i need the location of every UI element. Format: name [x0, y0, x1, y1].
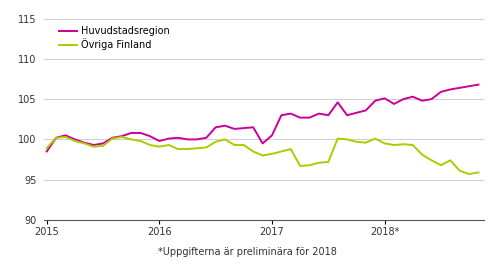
Huvudstadsregion: [260, 142, 266, 145]
Övriga Finland: [429, 159, 435, 162]
Line: Huvudstadsregion: Huvudstadsregion: [47, 85, 479, 152]
Övriga Finland: [410, 143, 416, 147]
Övriga Finland: [119, 135, 125, 139]
Övriga Finland: [457, 169, 463, 173]
Huvudstadsregion: [110, 136, 116, 139]
Huvudstadsregion: [232, 127, 238, 130]
Övriga Finland: [138, 139, 144, 143]
Huvudstadsregion: [204, 136, 209, 139]
Övriga Finland: [382, 142, 388, 145]
Övriga Finland: [448, 159, 453, 162]
Huvudstadsregion: [157, 139, 163, 143]
Huvudstadsregion: [63, 134, 69, 137]
Huvudstadsregion: [222, 124, 228, 127]
Övriga Finland: [128, 138, 134, 141]
Huvudstadsregion: [288, 112, 294, 115]
Övriga Finland: [250, 150, 256, 153]
Huvudstadsregion: [269, 134, 275, 137]
Huvudstadsregion: [279, 114, 285, 117]
Huvudstadsregion: [410, 95, 416, 98]
Huvudstadsregion: [466, 85, 472, 88]
Huvudstadsregion: [128, 131, 134, 135]
Huvudstadsregion: [326, 114, 331, 117]
Huvudstadsregion: [297, 116, 303, 119]
Övriga Finland: [147, 143, 153, 147]
Huvudstadsregion: [147, 135, 153, 138]
Huvudstadsregion: [363, 109, 369, 112]
Huvudstadsregion: [53, 136, 59, 139]
Huvudstadsregion: [419, 99, 425, 102]
Line: Övriga Finland: Övriga Finland: [47, 137, 479, 174]
Huvudstadsregion: [138, 131, 144, 135]
Övriga Finland: [53, 136, 59, 139]
Huvudstadsregion: [476, 83, 482, 86]
Övriga Finland: [91, 145, 97, 148]
Övriga Finland: [438, 164, 444, 167]
Huvudstadsregion: [429, 98, 435, 101]
Övriga Finland: [372, 137, 378, 140]
Huvudstadsregion: [241, 126, 247, 130]
Huvudstadsregion: [175, 136, 181, 139]
Huvudstadsregion: [401, 98, 407, 101]
Övriga Finland: [222, 138, 228, 141]
Övriga Finland: [44, 147, 50, 150]
Huvudstadsregion: [250, 126, 256, 129]
Huvudstadsregion: [44, 150, 50, 153]
Övriga Finland: [288, 147, 294, 151]
Huvudstadsregion: [391, 102, 397, 105]
Övriga Finland: [419, 153, 425, 156]
Övriga Finland: [82, 142, 87, 145]
Övriga Finland: [110, 137, 116, 140]
Huvudstadsregion: [344, 114, 350, 117]
Övriga Finland: [335, 137, 341, 140]
Huvudstadsregion: [316, 112, 322, 115]
Huvudstadsregion: [354, 111, 360, 114]
Övriga Finland: [269, 152, 275, 156]
Övriga Finland: [476, 171, 482, 174]
Huvudstadsregion: [82, 141, 87, 144]
Huvudstadsregion: [91, 143, 97, 147]
Legend: Huvudstadsregion, Övriga Finland: Huvudstadsregion, Övriga Finland: [58, 25, 171, 51]
Huvudstadsregion: [119, 135, 125, 138]
Övriga Finland: [297, 164, 303, 167]
Övriga Finland: [166, 143, 172, 147]
Övriga Finland: [175, 147, 181, 151]
Övriga Finland: [204, 146, 209, 149]
Övriga Finland: [194, 147, 200, 150]
Huvudstadsregion: [372, 99, 378, 102]
Huvudstadsregion: [166, 137, 172, 140]
Huvudstadsregion: [335, 101, 341, 104]
Huvudstadsregion: [448, 88, 453, 91]
Text: *Uppgifterna är preliminära för 2018: *Uppgifterna är preliminära för 2018: [158, 247, 336, 257]
Övriga Finland: [354, 140, 360, 143]
Övriga Finland: [260, 154, 266, 157]
Huvudstadsregion: [438, 90, 444, 94]
Övriga Finland: [316, 161, 322, 164]
Övriga Finland: [391, 143, 397, 147]
Huvudstadsregion: [457, 86, 463, 89]
Övriga Finland: [157, 145, 163, 148]
Huvudstadsregion: [194, 138, 200, 141]
Huvudstadsregion: [185, 138, 191, 141]
Huvudstadsregion: [307, 116, 313, 119]
Övriga Finland: [213, 140, 219, 143]
Övriga Finland: [466, 173, 472, 176]
Övriga Finland: [401, 143, 407, 146]
Övriga Finland: [344, 138, 350, 141]
Övriga Finland: [232, 143, 238, 147]
Huvudstadsregion: [213, 126, 219, 129]
Övriga Finland: [241, 143, 247, 147]
Huvudstadsregion: [72, 138, 78, 141]
Huvudstadsregion: [100, 142, 106, 145]
Övriga Finland: [100, 144, 106, 147]
Övriga Finland: [363, 141, 369, 144]
Övriga Finland: [63, 135, 69, 139]
Övriga Finland: [185, 147, 191, 151]
Övriga Finland: [326, 160, 331, 164]
Övriga Finland: [72, 139, 78, 143]
Huvudstadsregion: [382, 97, 388, 100]
Övriga Finland: [307, 164, 313, 167]
Övriga Finland: [279, 150, 285, 153]
